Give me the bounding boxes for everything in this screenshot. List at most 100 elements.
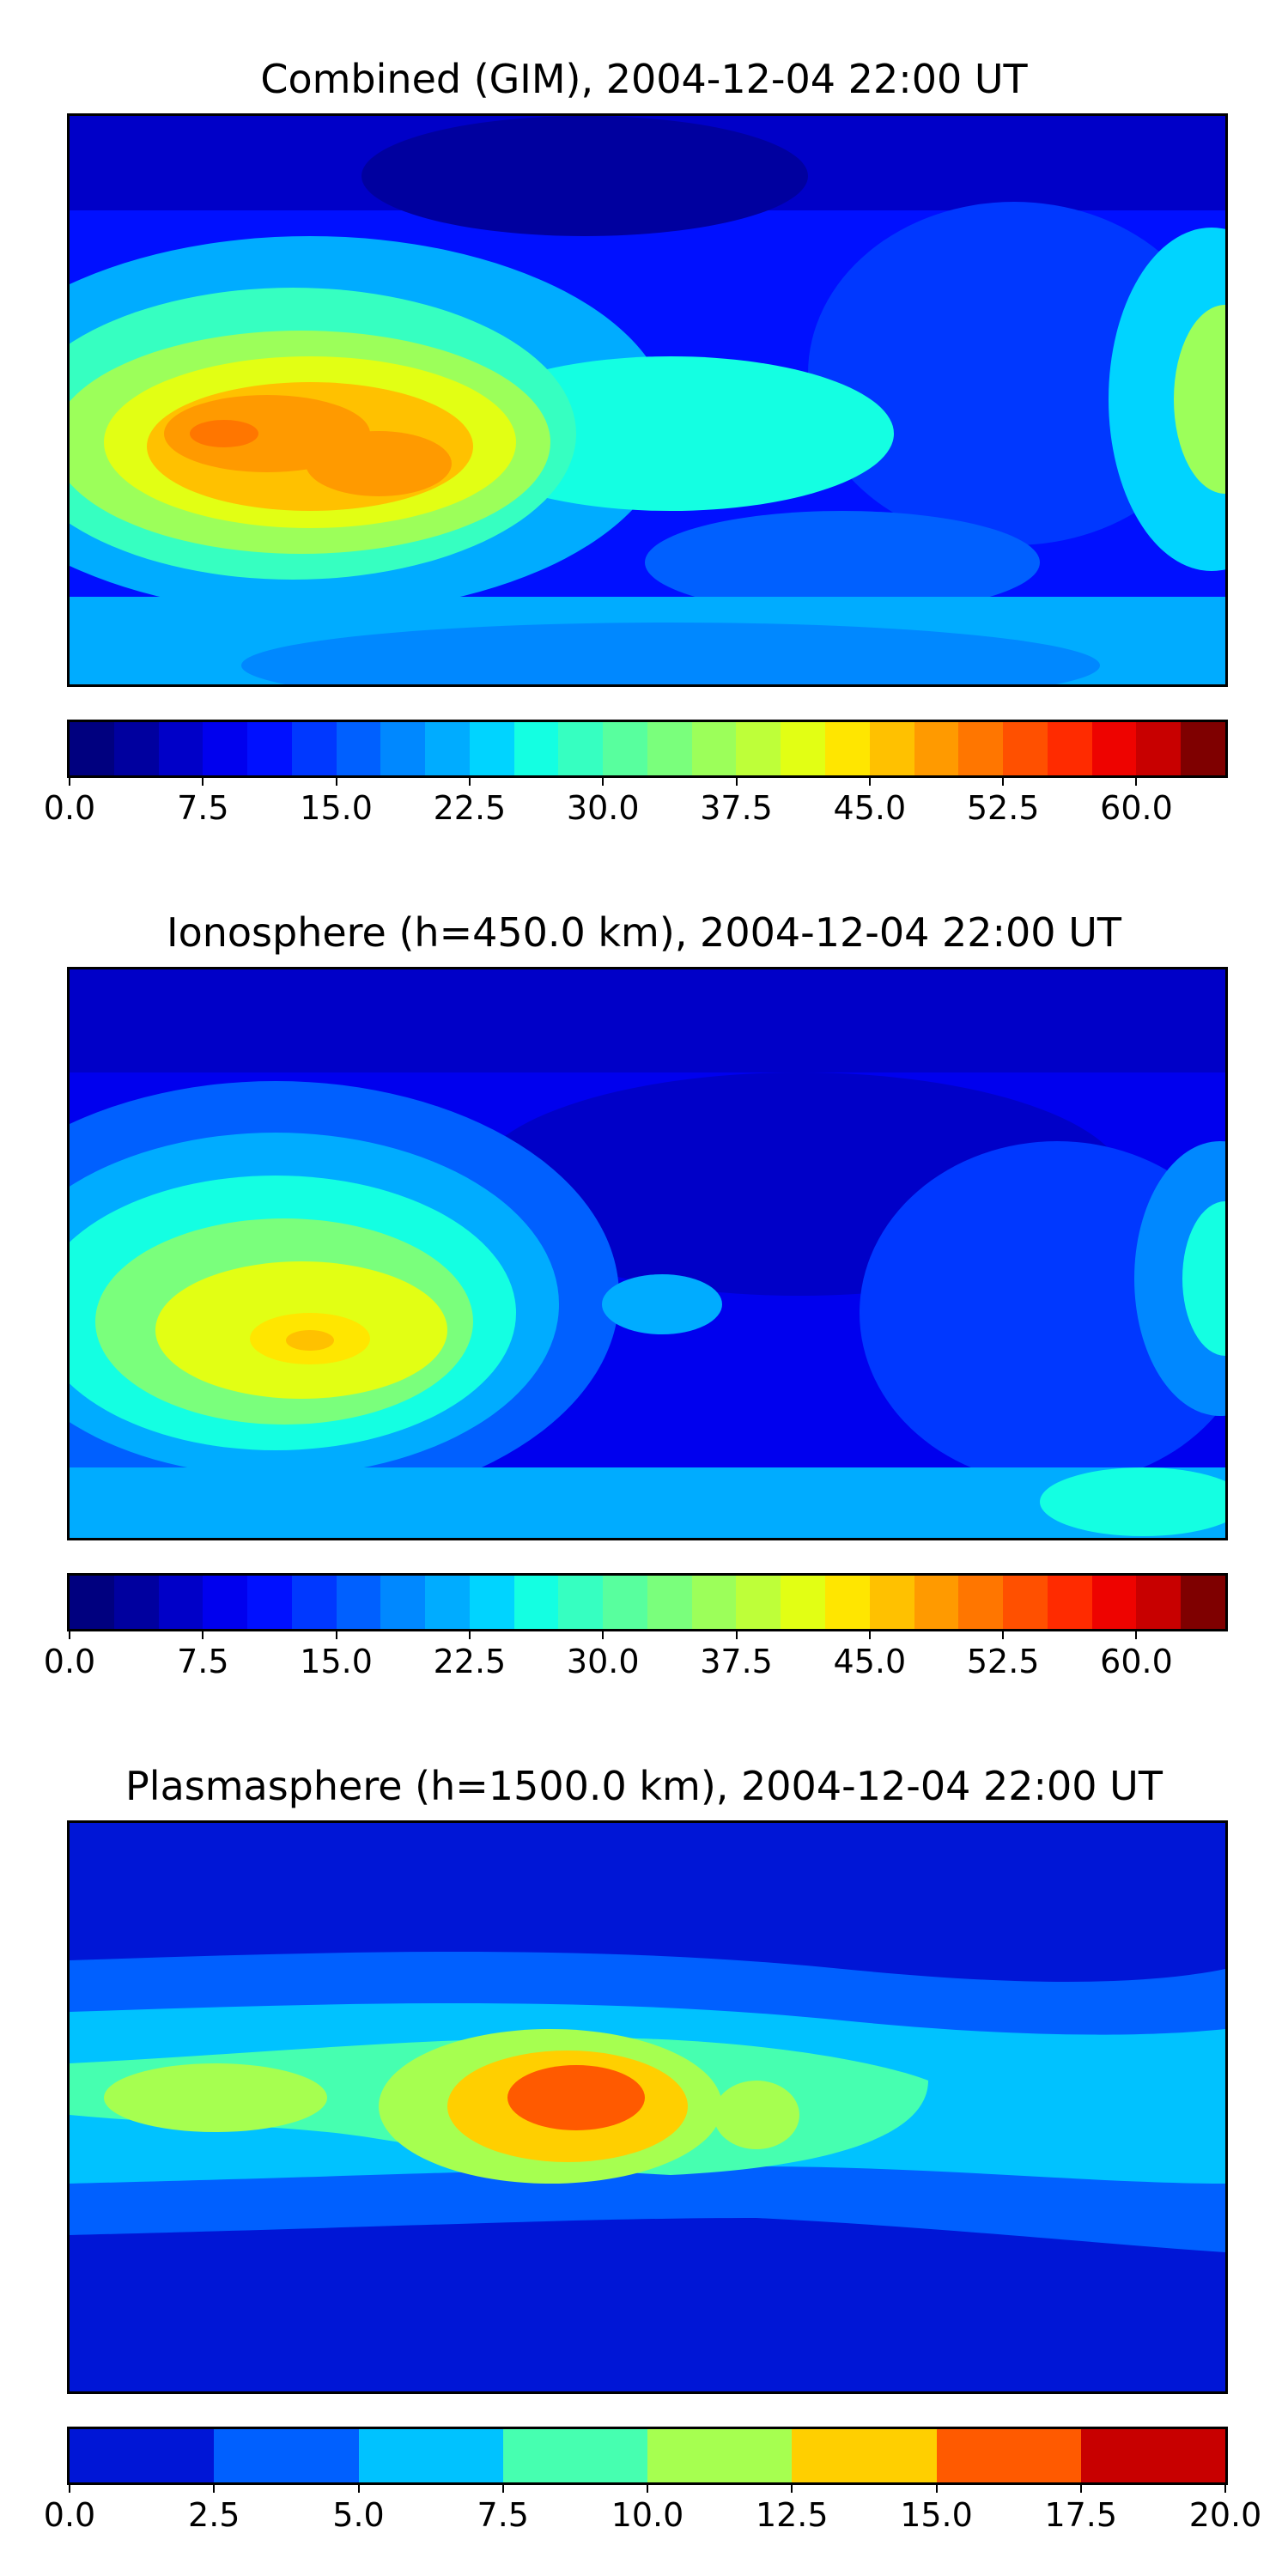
colorbar-tick-label: 15.0 (300, 1643, 373, 1680)
colorbar-tick-label: 52.5 (966, 1643, 1040, 1680)
colorbar-segment (958, 1576, 1004, 1629)
colorbar-tick (335, 1629, 337, 1639)
colorbar-segment (958, 722, 1004, 775)
colorbar-tick-label: 5.0 (332, 2496, 385, 2534)
colorbar-segment (647, 2429, 793, 2482)
colorbar-segment (502, 2429, 647, 2482)
colorbar-combined (67, 720, 1228, 778)
colorbar-tick-label: 7.5 (477, 2496, 529, 2534)
colorbar-tick-label: 15.0 (300, 789, 373, 827)
colorbar-segment (603, 722, 647, 775)
colorbar-tick (335, 775, 337, 786)
colorbar-tick-label: 7.5 (177, 1643, 229, 1680)
colorbar-tick (868, 775, 871, 786)
colorbar-tick (1002, 775, 1005, 786)
colorbar-tick-label: 20.0 (1188, 2496, 1262, 2534)
colorbar-tick-label: 17.5 (1044, 2496, 1118, 2534)
colorbar-segment (1003, 722, 1048, 775)
colorbar-segment (691, 722, 737, 775)
colorbar-segment (1080, 2429, 1225, 2482)
colorbar-tick (735, 1629, 738, 1639)
colorbar-segment (291, 722, 337, 775)
colorbar-tick-label: 37.5 (700, 789, 773, 827)
colorbar-tick-label: 12.5 (755, 2496, 829, 2534)
colorbar-tick-label: 15.0 (900, 2496, 973, 2534)
colorbar-segment (647, 1576, 692, 1629)
colorbar-tick-label: 22.5 (433, 1643, 507, 1680)
colorbar-tick-label: 0.0 (43, 789, 96, 827)
colorbar-tick-label: 45.0 (833, 789, 907, 827)
colorbar-segment (336, 722, 381, 775)
colorbar-segment (825, 722, 870, 775)
colorbar-tick (647, 2482, 648, 2493)
colorbar-segment (1091, 722, 1137, 775)
colorbar-tick (1224, 2482, 1226, 2493)
colorbar-tick (935, 2482, 938, 2493)
colorbar-tick (1002, 1629, 1005, 1639)
colorbar-tick (202, 775, 204, 786)
colorbar-tick-label: 52.5 (966, 789, 1040, 827)
panel-title-combined: Combined (GIM), 2004-12-04 22:00 UT (260, 56, 1028, 102)
colorbar-segment (1047, 722, 1092, 775)
colorbar-tick (468, 1629, 471, 1639)
colorbar-ticks-ionosphere: 0.0 7.5 15.0 22.5 30.0 37.5 45.0 52.5 60.0 (44, 1629, 1225, 1680)
colorbar-tick-label: 37.5 (700, 1643, 773, 1680)
colorbar-segment (825, 1576, 870, 1629)
colorbar-segment (647, 722, 692, 775)
colorbar-tick (602, 1629, 605, 1639)
colorbar-ticks-combined: 0.0 7.5 15.0 22.5 30.0 37.5 45.0 52.5 60.0 (44, 775, 1225, 827)
tec-map-plasmasphere (70, 1823, 1225, 2391)
colorbar-tick-label: 60.0 (1100, 1643, 1173, 1680)
colorbar-tick (602, 775, 605, 786)
colorbar-ionosphere (67, 1573, 1228, 1631)
colorbar-tick-label: 22.5 (433, 789, 507, 827)
colorbar-tick-label: 60.0 (1100, 789, 1173, 827)
colorbar-segment (203, 722, 248, 775)
colorbar-tick-label: 7.5 (177, 789, 229, 827)
colorbar-tick (501, 2482, 504, 2493)
panel-title-plasmasphere: Plasmasphere (h=1500.0 km), 2004-12-04 2… (125, 1763, 1163, 1809)
colorbar-segment (1003, 1576, 1048, 1629)
colorbar-segment (380, 1576, 426, 1629)
colorbar-segment (1091, 1576, 1137, 1629)
colorbar-tick-label: 45.0 (833, 1643, 907, 1680)
colorbar-segment (513, 722, 559, 775)
colorbar-tick-label: 2.5 (188, 2496, 240, 2534)
colorbar-tick (69, 775, 70, 786)
colorbar-segment (1136, 722, 1182, 775)
colorbar-segment (792, 2429, 937, 2482)
colorbar-tick (357, 2482, 360, 2493)
colorbar-segment (214, 2429, 359, 2482)
panel-title-ionosphere: Ionosphere (h=450.0 km), 2004-12-04 22:0… (167, 909, 1121, 956)
colorbar-segment (113, 722, 159, 775)
colorbar-segment (691, 1576, 737, 1629)
colorbar-segment (70, 1576, 114, 1629)
colorbar-tick (202, 1629, 204, 1639)
colorbar-segment (736, 722, 781, 775)
colorbar-segment (247, 1576, 292, 1629)
colorbar-plasmasphere (67, 2427, 1228, 2485)
map-plasmasphere (67, 1820, 1228, 2394)
colorbar-segment (513, 1576, 559, 1629)
colorbar-tick (468, 775, 471, 786)
colorbar-segment (70, 2429, 215, 2482)
colorbar-segment (558, 722, 604, 775)
colorbar-tick-label: 0.0 (43, 1643, 96, 1680)
colorbar-tick (69, 2482, 70, 2493)
colorbar-tick (1135, 1629, 1138, 1639)
colorbar-segment (869, 1576, 914, 1629)
colorbar-segment (469, 722, 514, 775)
colorbar-segment (603, 1576, 647, 1629)
colorbar-segment (869, 722, 914, 775)
map-combined (67, 113, 1228, 687)
tec-map-combined (70, 116, 1225, 684)
colorbar-segment (291, 1576, 337, 1629)
colorbar-segment (1181, 1576, 1225, 1629)
colorbar-segment (336, 1576, 381, 1629)
map-ionosphere (67, 967, 1228, 1540)
colorbar-tick-label: 30.0 (566, 1643, 640, 1680)
colorbar-tick (868, 1629, 871, 1639)
colorbar-tick-label: 0.0 (43, 2496, 96, 2534)
colorbar-tick (1135, 775, 1138, 786)
colorbar-segment (70, 722, 114, 775)
